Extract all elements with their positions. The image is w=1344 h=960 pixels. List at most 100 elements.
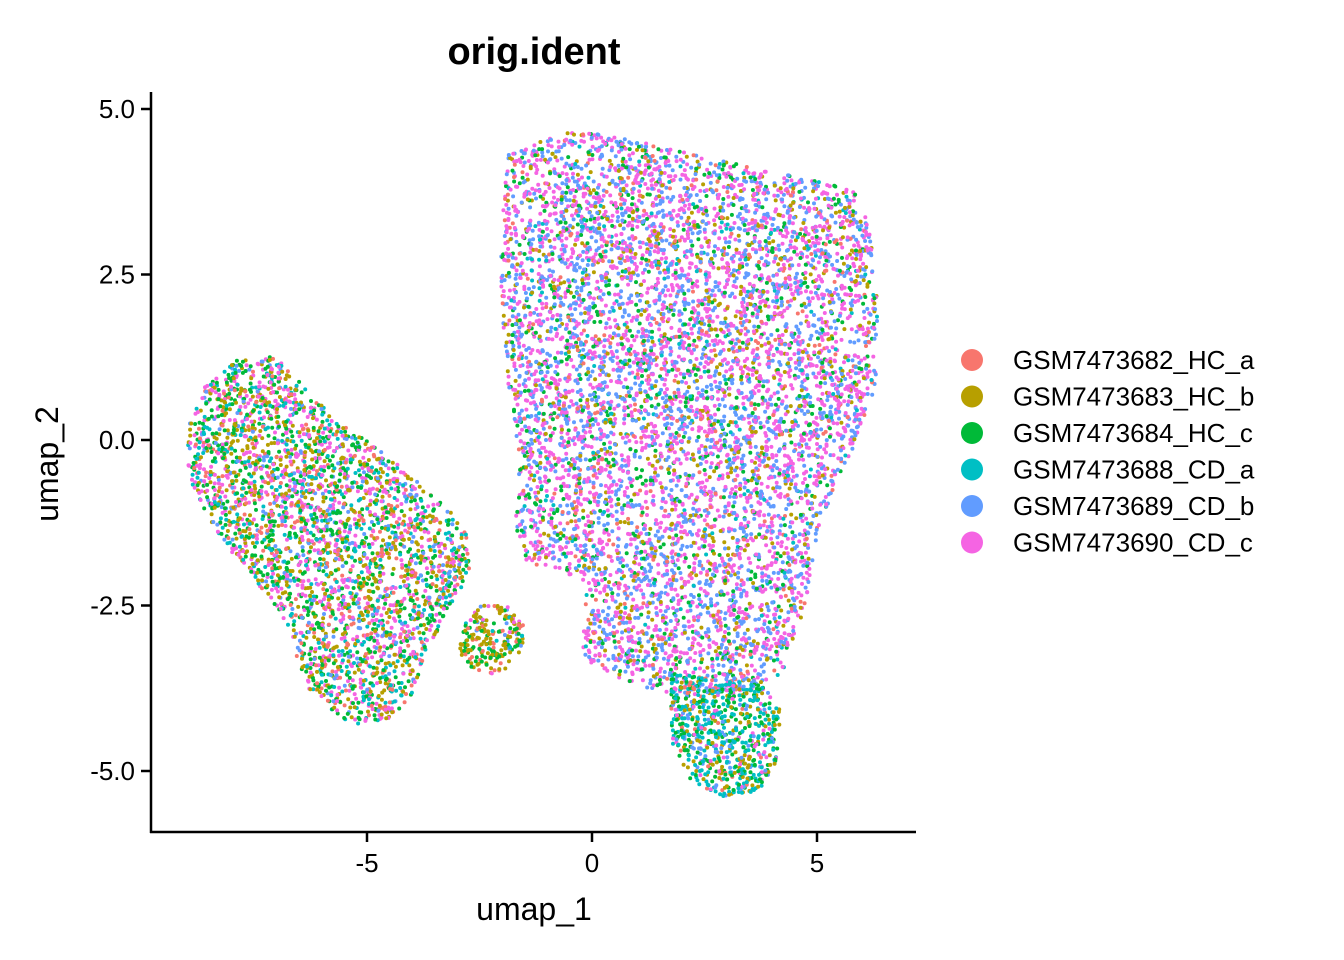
scatter-point [565, 484, 570, 489]
scatter-point [707, 637, 712, 642]
scatter-point [791, 628, 796, 633]
scatter-point [782, 523, 787, 528]
scatter-point [733, 237, 738, 242]
scatter-point [637, 321, 642, 326]
scatter-point [615, 361, 620, 366]
scatter-point [686, 322, 691, 327]
scatter-point [715, 389, 720, 394]
scatter-point [622, 601, 627, 606]
scatter-point [524, 407, 529, 412]
scatter-point [670, 501, 675, 506]
scatter-point [621, 226, 626, 231]
scatter-point [566, 278, 571, 283]
scatter-point [746, 520, 751, 525]
scatter-point [698, 461, 703, 466]
scatter-point [633, 402, 637, 407]
scatter-point [619, 636, 624, 641]
scatter-point [672, 390, 677, 395]
scatter-point [564, 322, 569, 327]
scatter-point [731, 273, 736, 278]
scatter-point [698, 570, 703, 575]
scatter-point [602, 653, 607, 658]
scatter-point [610, 178, 615, 183]
scatter-point [627, 620, 632, 625]
scatter-point [611, 367, 616, 372]
scatter-point [648, 252, 652, 257]
scatter-point [713, 338, 718, 343]
scatter-point [683, 670, 688, 674]
scatter-point [808, 337, 813, 342]
scatter-point [742, 492, 747, 497]
scatter-point [629, 484, 634, 488]
scatter-point [581, 508, 586, 513]
scatter-point [522, 252, 527, 256]
scatter-point [622, 490, 627, 494]
scatter-point [679, 547, 684, 552]
scatter-point [538, 520, 543, 525]
scatter-point [612, 406, 617, 411]
scatter-point [738, 442, 743, 447]
scatter-point [766, 456, 771, 461]
scatter-point [807, 302, 812, 307]
scatter-point [784, 428, 789, 433]
scatter-point [530, 395, 535, 400]
scatter-point [629, 414, 634, 418]
scatter-point [651, 203, 656, 208]
scatter-point [583, 430, 588, 435]
scatter-point [699, 156, 704, 161]
scatter-point [609, 587, 613, 592]
scatter-point [687, 343, 692, 348]
scatter-point [718, 380, 723, 385]
scatter-point [682, 330, 687, 335]
scatter-point [640, 256, 645, 261]
scatter-point [517, 374, 522, 379]
scatter-point [618, 192, 623, 197]
scatter-point [717, 553, 722, 557]
scatter-point [506, 374, 511, 379]
scatter-point [636, 308, 641, 313]
scatter-point [775, 390, 780, 395]
scatter-point [754, 486, 759, 491]
scatter-point [668, 619, 673, 623]
scatter-point [681, 434, 686, 439]
scatter-point [547, 252, 552, 257]
scatter-point [655, 634, 660, 638]
scatter-point [765, 314, 770, 319]
scatter-point [682, 168, 687, 173]
scatter-point [718, 225, 723, 230]
scatter-point [586, 175, 591, 180]
scatter-point [863, 215, 868, 220]
scatter-point [744, 593, 749, 598]
scatter-point [713, 369, 718, 374]
scatter-point [640, 468, 644, 473]
scatter-point [726, 194, 731, 199]
scatter-point [848, 375, 853, 380]
scatter-point [775, 541, 780, 546]
scatter-point [863, 295, 868, 299]
scatter-point [671, 208, 676, 213]
scatter-point [666, 151, 671, 156]
scatter-point [747, 420, 752, 425]
scatter-point [536, 220, 541, 225]
scatter-point [772, 545, 777, 550]
scatter-point [818, 380, 823, 385]
scatter-point [541, 426, 546, 431]
scatter-point [699, 489, 704, 494]
scatter-point [830, 297, 835, 302]
scatter-point [605, 351, 610, 356]
scatter-point [609, 148, 614, 153]
scatter-point [552, 277, 557, 282]
scatter-point [784, 248, 789, 253]
scatter-point [695, 279, 700, 284]
scatter-point [555, 350, 560, 355]
scatter-point [532, 143, 537, 148]
scatter-point [603, 254, 608, 259]
scatter-point [616, 526, 621, 531]
scatter-point [764, 220, 769, 225]
scatter-point [853, 299, 858, 304]
scatter-point [833, 184, 838, 189]
scatter-point [646, 286, 651, 291]
scatter-point [825, 483, 830, 488]
scatter-point [614, 509, 619, 514]
scatter-point [685, 476, 690, 481]
